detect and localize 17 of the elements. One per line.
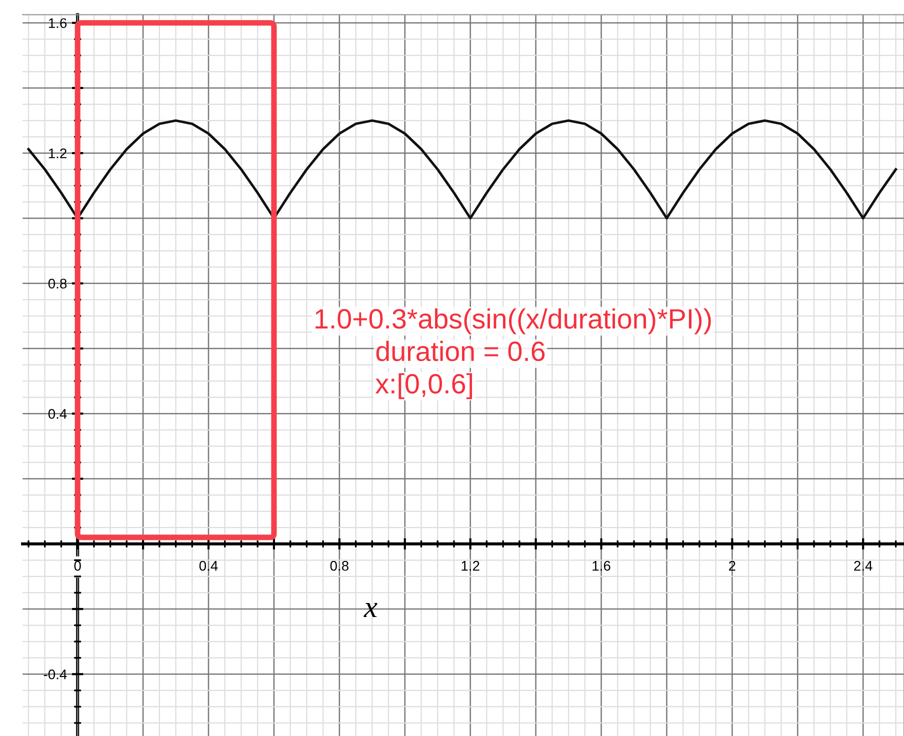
- annotation: 1.0+0.3*abs(sin((x/duration)*PI)): [316, 308, 711, 334]
- x-tick-label: 1.6: [592, 560, 610, 571]
- y-tick-label: 0.4: [48, 408, 67, 419]
- x-tick-label: 0: [74, 560, 81, 571]
- annotation: x:[0,0.6]: [375, 373, 472, 400]
- line-series: [27, 119, 898, 220]
- y-tick-label: 1.2: [48, 148, 66, 158]
- x-tick-label: 0.4: [199, 560, 218, 571]
- y-tick-label: 1.6: [48, 18, 67, 28]
- y-tick-label: -0.4: [44, 669, 67, 680]
- x-tick-label: 2: [729, 560, 736, 571]
- x-tick-label: 0.8: [330, 560, 348, 571]
- x-tick-label: 1.2: [462, 560, 480, 571]
- x-tick-label: 2.4: [854, 560, 872, 571]
- annotation: duration = 0.6: [376, 340, 545, 362]
- x-axis-title: x: [364, 602, 378, 617]
- y-tick-label: 0.8: [48, 278, 67, 289]
